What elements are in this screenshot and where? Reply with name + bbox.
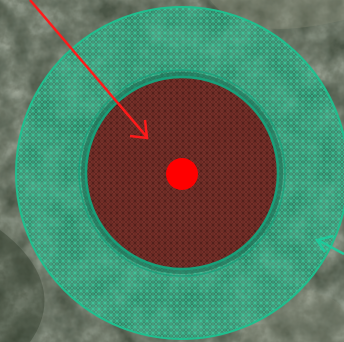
teal-pointer-arrow bbox=[314, 234, 344, 256]
red-pointer-arrow bbox=[29, 0, 149, 140]
center-point-marker[interactable] bbox=[166, 158, 198, 190]
